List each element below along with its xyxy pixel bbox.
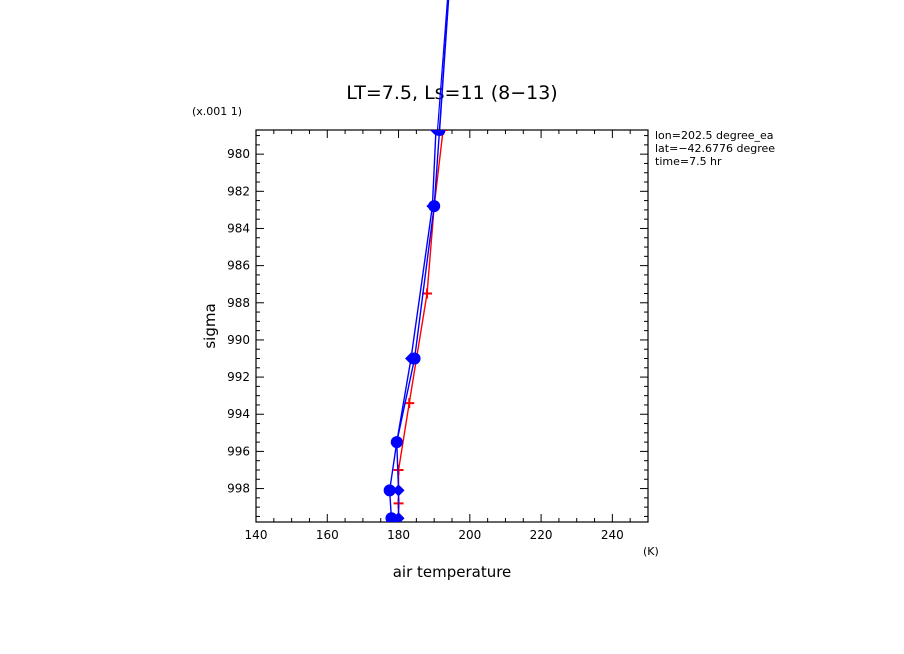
series-point-2: [405, 352, 418, 365]
info-box: lon=202.5 degree_ea lat=−42.6776 degree …: [655, 129, 775, 168]
series-point-2: [392, 512, 405, 522]
y-tick-label: 990: [227, 333, 250, 347]
y-tick-label: 996: [227, 444, 250, 458]
y-tick-label: 994: [227, 407, 250, 421]
above-axes-line: [438, 0, 450, 131]
x-tick-label: 240: [601, 528, 624, 542]
plot-frame: [255, 129, 649, 523]
y-axis-label: sigma: [201, 303, 219, 348]
info-line-lon: lon=202.5 degree_ea: [655, 129, 774, 142]
y-tick-label: 984: [227, 221, 250, 235]
y-tick-label: 992: [227, 370, 250, 384]
y-tick-label: 982: [227, 184, 250, 198]
x-units-label: (K): [643, 545, 659, 558]
y-tick-label: 988: [227, 296, 250, 310]
y-tick-label: 986: [227, 259, 250, 273]
x-tick-label: 200: [458, 528, 481, 542]
series-point-2: [390, 436, 403, 449]
series-point-1: [383, 484, 396, 497]
y-tick-label: 998: [227, 482, 250, 496]
above-axes-line-b: [436, 0, 449, 131]
series-line-2: [396, 130, 437, 519]
y-scale-label: (x.001 1): [192, 105, 242, 118]
series-point-2: [426, 200, 439, 213]
series-point-2: [392, 484, 405, 497]
series-point-2: [429, 130, 442, 136]
y-axis: 980 982 984 986 988 990 992 994 996 998: [227, 135, 648, 517]
series-point-0: [404, 398, 415, 409]
y-tick-label: 980: [227, 147, 250, 161]
info-line-lat: lat=−42.6776 degree: [655, 142, 775, 155]
series-layer: [383, 130, 449, 522]
info-line-time: time=7.5 hr: [655, 155, 722, 168]
x-axis-label: air temperature: [393, 563, 512, 581]
x-tick-label: 140: [245, 528, 268, 542]
x-axis: 140 160 180 200 220 240: [245, 130, 649, 542]
series-point-0: [422, 288, 433, 299]
chart-title: LT=7.5, Ls=11 (8−13): [346, 82, 557, 104]
x-tick-label: 160: [316, 528, 339, 542]
x-tick-label: 220: [530, 528, 553, 542]
x-tick-label: 180: [387, 528, 410, 542]
above-axes-line-group: [436, 0, 450, 131]
